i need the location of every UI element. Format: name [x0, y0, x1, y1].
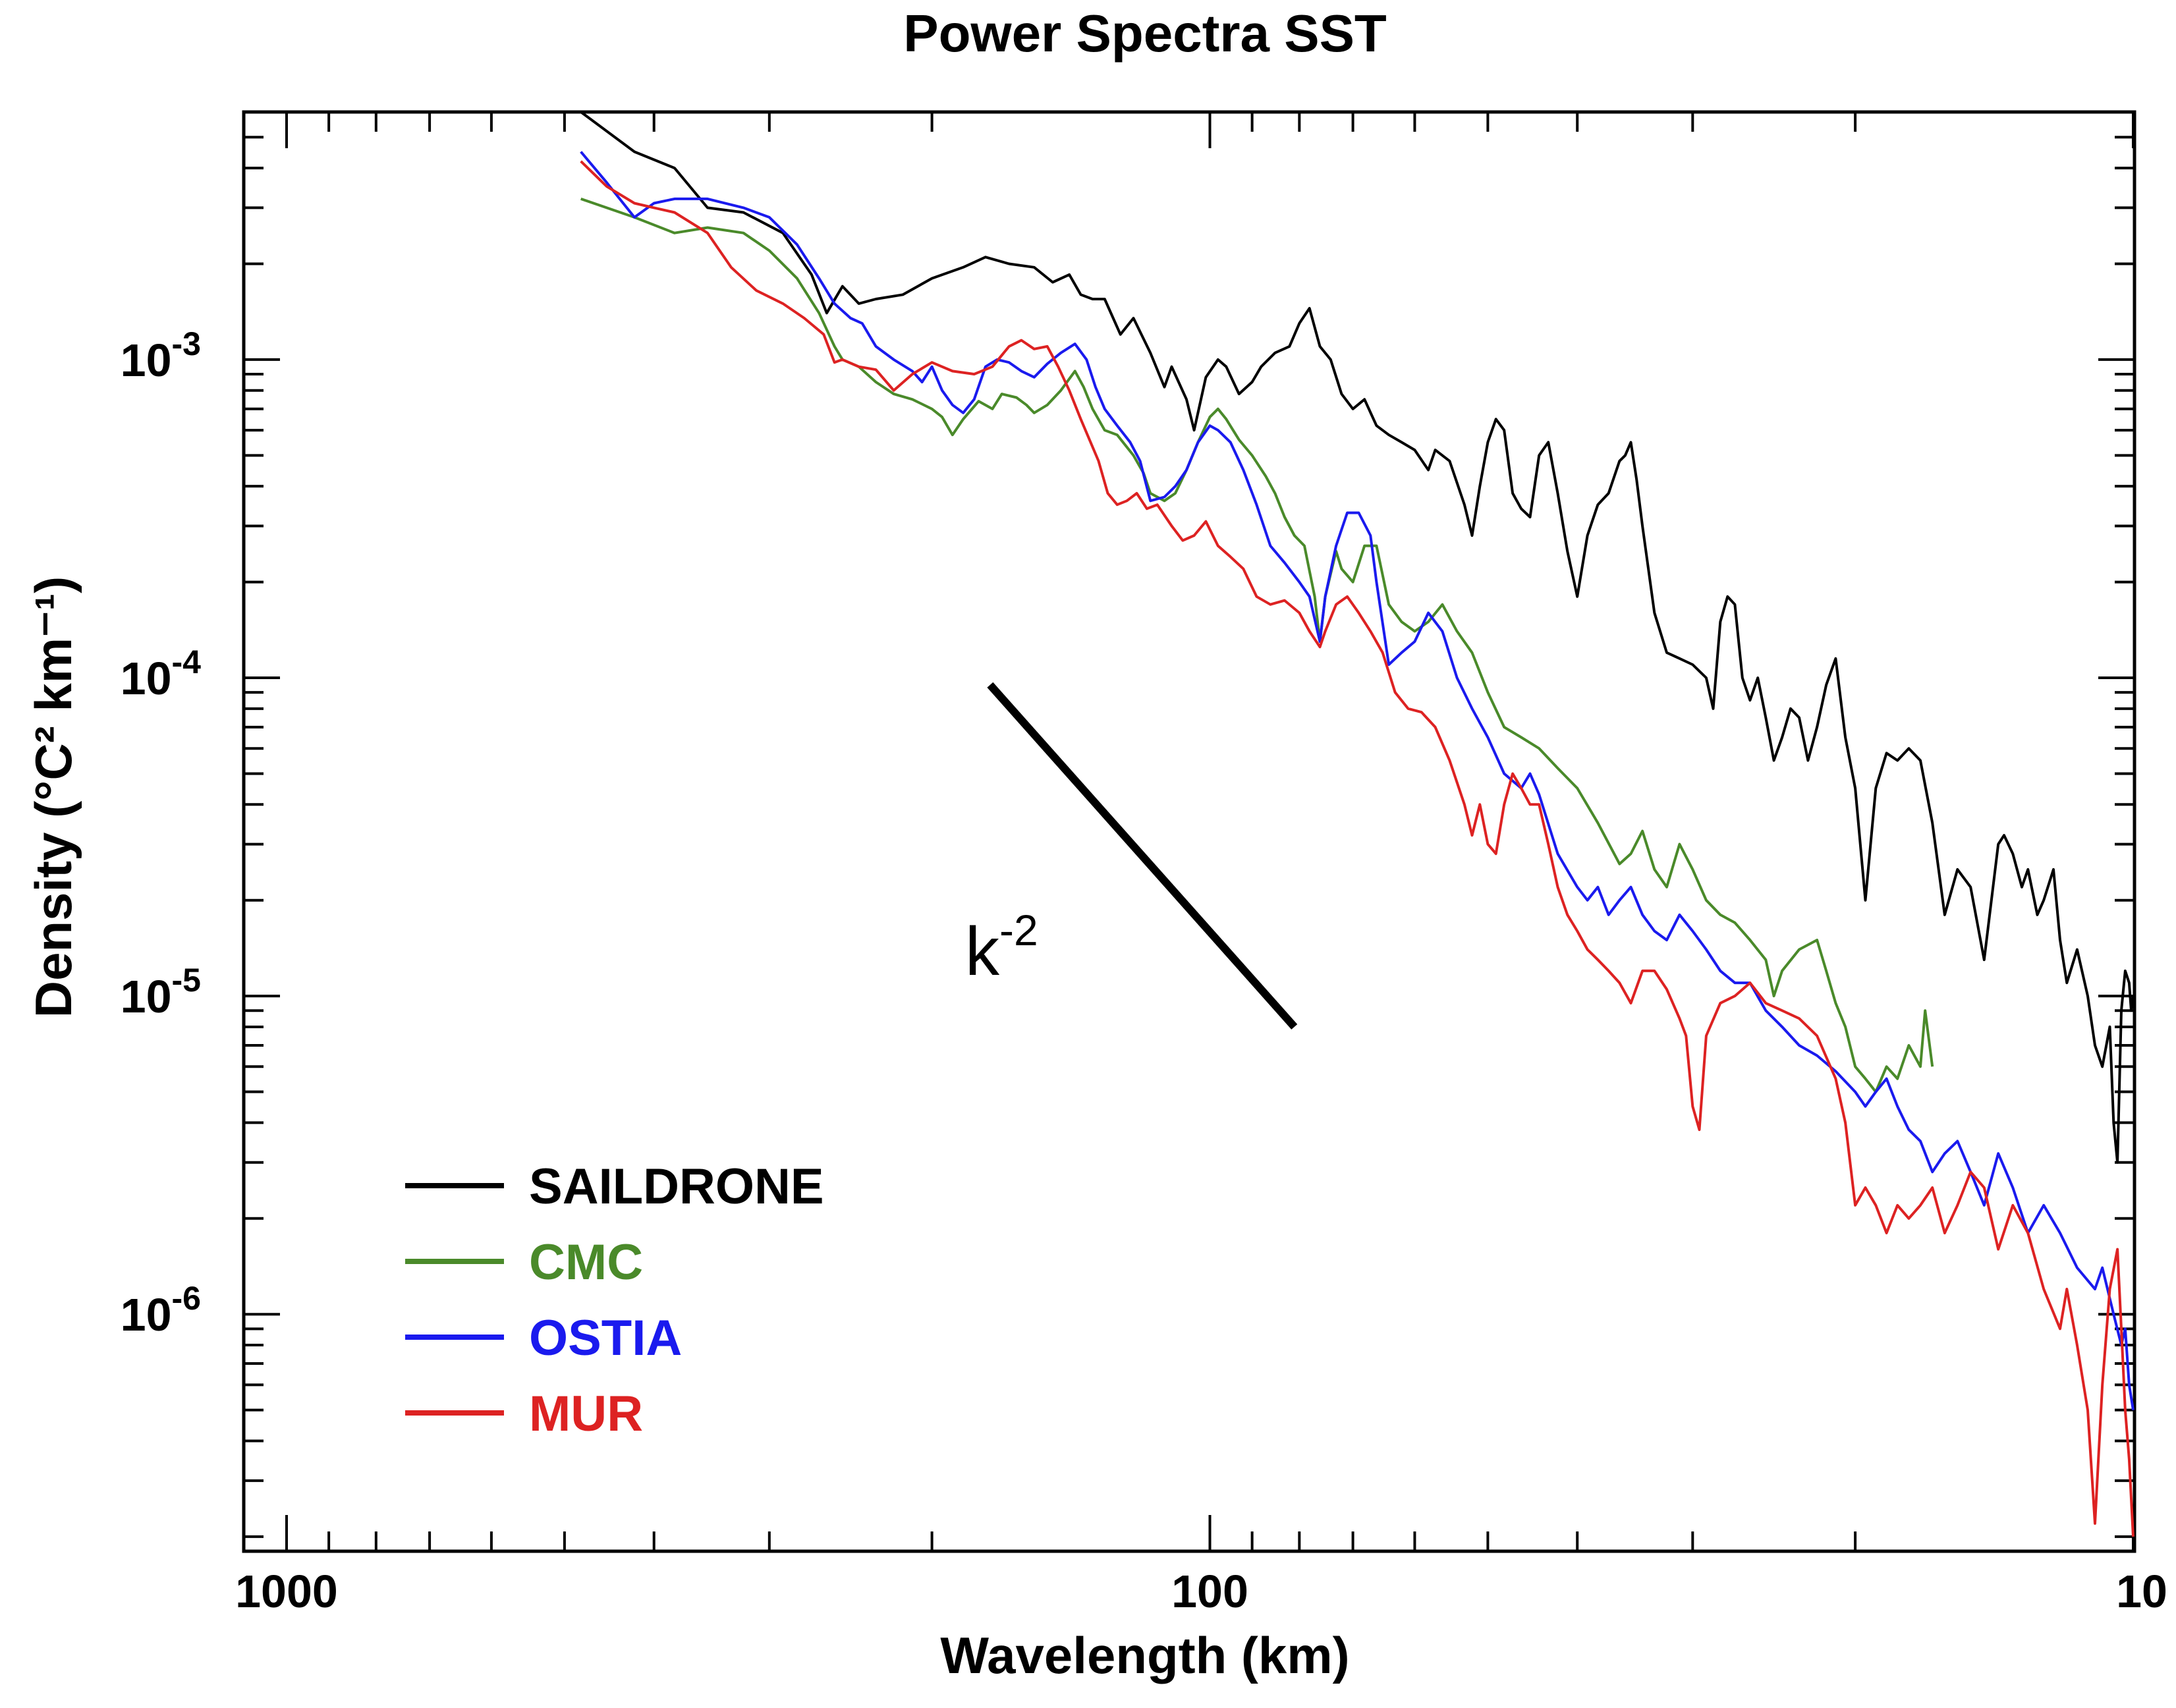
x-tick-label: 10 [2116, 1566, 2167, 1617]
reference-slope-label: k-2 [965, 906, 1038, 990]
series-line-cmc [580, 198, 1934, 1093]
series-line-ostia [580, 151, 2134, 1411]
x-axis-label: Wavelength (km) [940, 1626, 1349, 1684]
y-tick-exponent: -3 [172, 325, 201, 362]
plot-frame-rect [242, 110, 2136, 1553]
y-tick-base: 10 [121, 1289, 172, 1340]
plot-frame [242, 110, 2136, 1553]
legend-label: OSTIA [529, 1310, 682, 1366]
x-tick-label: 100 [1171, 1566, 1248, 1617]
series-line-mur [580, 160, 2134, 1537]
legend-label: CMC [529, 1234, 643, 1290]
legend: SAILDRONE CMC OSTIA MUR [405, 1159, 824, 1442]
y-tick-exponent: -4 [172, 644, 202, 680]
y-tick-exponent: -5 [172, 962, 201, 999]
chart-title: Power Spectra SST [903, 4, 1387, 63]
y-tick-base: 10 [121, 653, 172, 704]
y-axis-label: Density (°C² km⁻¹) [24, 576, 82, 1018]
reference-slope: k-2 [965, 682, 1298, 1030]
legend-label: SAILDRONE [529, 1159, 824, 1215]
y-tick-label: 10-6 [121, 1280, 201, 1340]
y-axis-ticks: 10-310-410-510-6 [121, 111, 2134, 1538]
y-tick-base: 10 [121, 335, 172, 386]
x-tick-label: 1000 [235, 1566, 338, 1617]
y-tick-label: 10-4 [121, 644, 202, 704]
y-tick-exponent: -6 [172, 1280, 201, 1317]
y-tick-base: 10 [121, 971, 172, 1022]
x-axis-ticks: 1000 100 10 [235, 112, 2167, 1617]
reference-slope-base: k [965, 914, 1000, 990]
y-tick-label: 10-5 [121, 962, 201, 1022]
series-line-saildrone [580, 111, 2134, 1164]
y-tick-label: 10-3 [121, 325, 201, 386]
reference-slope-exponent: -2 [999, 906, 1038, 954]
legend-label: MUR [529, 1386, 643, 1442]
reference-slope-line [987, 682, 1298, 1030]
series-lines [580, 111, 2134, 1537]
